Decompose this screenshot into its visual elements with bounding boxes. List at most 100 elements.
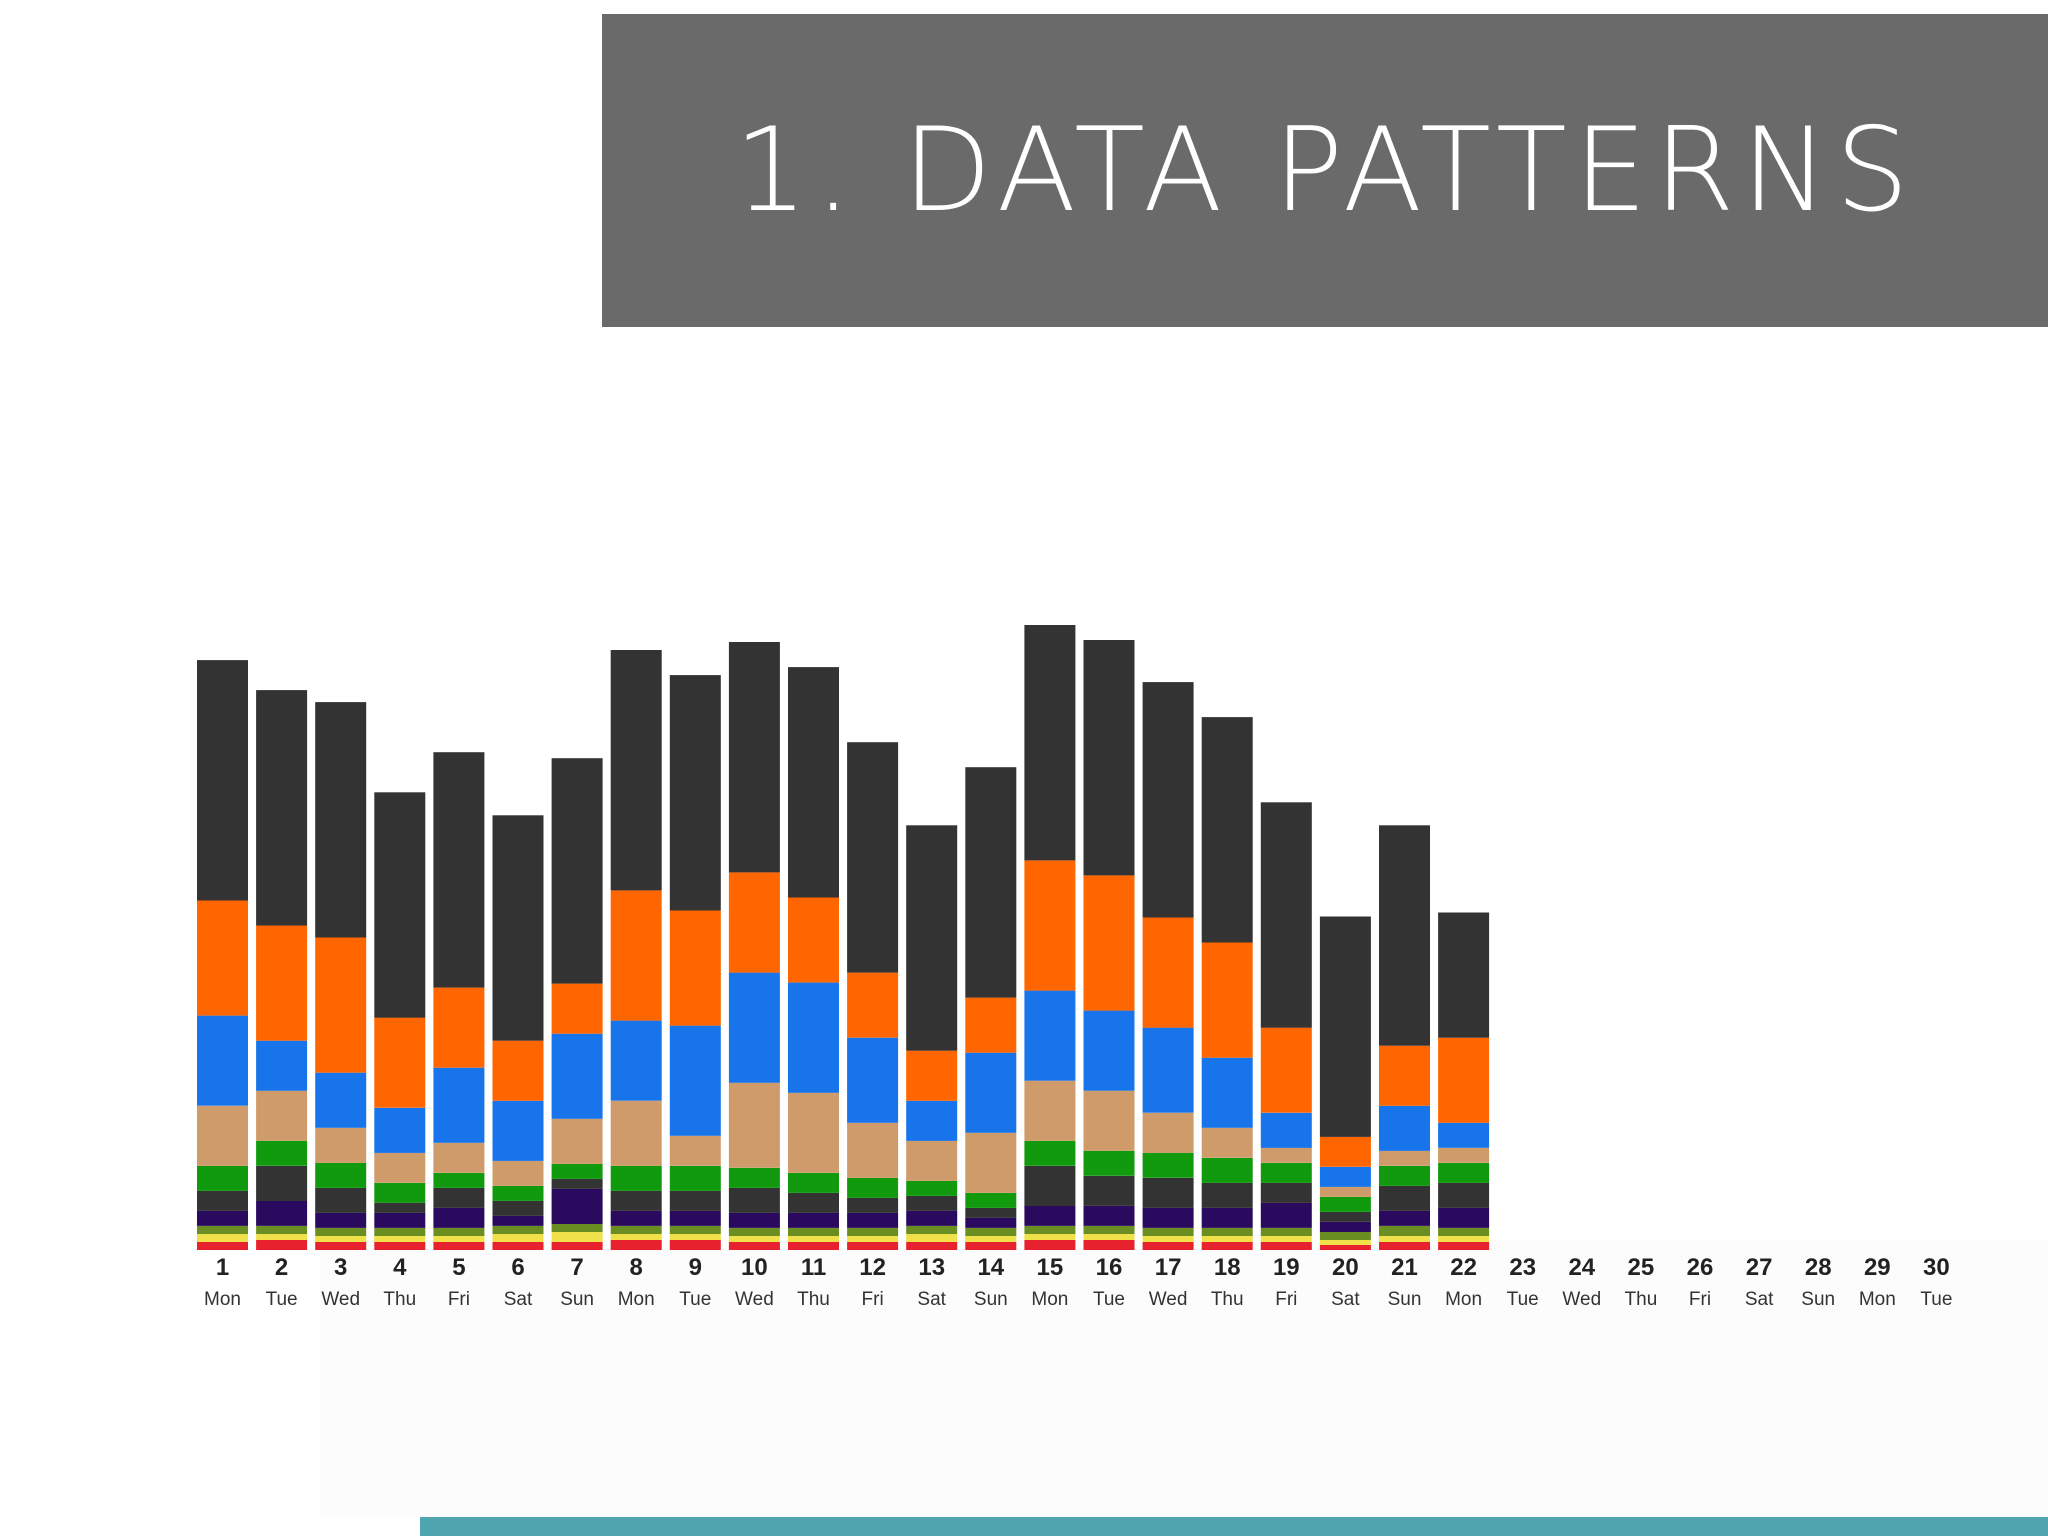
bar-segment-day-4-s8 <box>374 1017 426 1108</box>
bar-segment-day-7-s0 <box>551 1242 603 1250</box>
bar-segment-day-18-s2 <box>1201 1228 1253 1236</box>
tick-label-day-3: 3 <box>334 1254 347 1281</box>
tick-label-weekday-10: Wed <box>735 1289 774 1310</box>
tick-label-day-30: 30 <box>1923 1254 1950 1281</box>
bar-segment-day-18-s4 <box>1201 1182 1253 1208</box>
tick-label-weekday-17: Wed <box>1149 1289 1188 1310</box>
bar-segment-day-14-s0 <box>965 1242 1017 1250</box>
tick-label-day-9: 9 <box>689 1254 702 1281</box>
bar-segment-day-5-s2 <box>433 1228 485 1236</box>
bar-segment-day-17-s1 <box>1142 1236 1194 1242</box>
bar-segment-day-7-s4 <box>551 1178 603 1189</box>
bar-segment-day-13-s0 <box>906 1242 958 1250</box>
bar-segment-day-19-s4 <box>1260 1182 1312 1203</box>
bar-segment-day-13-s3 <box>906 1210 958 1226</box>
tick-label-weekday-9: Tue <box>679 1289 711 1310</box>
bar-segment-day-3-s5 <box>315 1162 367 1188</box>
bars-group <box>197 625 1490 1250</box>
bar-segment-day-17-s4 <box>1142 1177 1194 1208</box>
bar-segment-day-18-s8 <box>1201 942 1253 1058</box>
bar-segment-day-11-s3 <box>788 1212 839 1228</box>
bar-segment-day-13-s9 <box>906 825 958 1051</box>
bar-segment-day-2-s2 <box>256 1226 308 1234</box>
bar-segment-day-8-s1 <box>610 1234 662 1240</box>
x-axis-labels: 1 Mon 2 Tue 3 Wed 4 Thu 5 Fri 6 Sat 7 Sun 8 Mon 9 Tue 10 We… <box>204 1254 1952 1310</box>
bar-segment-day-1-s8 <box>197 900 248 1016</box>
bar-segment-day-16-s3 <box>1083 1205 1135 1226</box>
bar-segment-day-12-s4 <box>847 1197 899 1213</box>
tick-label-weekday-4: Thu <box>383 1289 416 1310</box>
bar-segment-day-10-s3 <box>728 1212 780 1228</box>
tick-label-weekday-12: Fri <box>862 1289 884 1310</box>
bar-segment-day-7-s2 <box>551 1224 603 1232</box>
bar-segment-day-5-s7 <box>433 1067 485 1143</box>
bar-segment-day-2-s6 <box>256 1090 308 1141</box>
bar-segment-day-1-s4 <box>197 1190 248 1211</box>
bar-segment-day-17-s3 <box>1142 1207 1194 1228</box>
bar-segment-day-19-s7 <box>1260 1112 1312 1148</box>
bar-segment-day-3-s4 <box>315 1187 367 1213</box>
bar-segment-day-22-s5 <box>1438 1162 1490 1183</box>
bar-segment-day-22-s0 <box>1438 1242 1490 1250</box>
bar-segment-day-10-s9 <box>728 642 780 873</box>
bar-segment-day-2-s3 <box>256 1200 308 1226</box>
bar-segment-day-17-s9 <box>1142 682 1194 918</box>
bar-segment-day-5-s3 <box>433 1207 485 1228</box>
bar-segment-day-16-s7 <box>1083 1010 1135 1091</box>
title-banner: 1. DATA PATTERNS <box>602 14 2048 327</box>
bar-segment-day-13-s4 <box>906 1195 958 1211</box>
tick-label-weekday-16: Tue <box>1093 1289 1125 1310</box>
bar-segment-day-18-s3 <box>1201 1207 1253 1228</box>
tick-label-day-17: 17 <box>1155 1254 1182 1281</box>
tick-label-day-2: 2 <box>275 1254 288 1281</box>
bar-segment-day-2-s4 <box>256 1165 308 1201</box>
bar-segment-day-12-s0 <box>847 1242 899 1250</box>
bar-segment-day-4-s6 <box>374 1152 426 1183</box>
tick-label-weekday-15: Mon <box>1031 1289 1068 1310</box>
tick-label-day-21: 21 <box>1391 1254 1418 1281</box>
bar-segment-day-8-s3 <box>610 1210 662 1226</box>
bar-segment-day-10-s7 <box>728 972 780 1083</box>
bar-segment-day-17-s6 <box>1142 1112 1194 1153</box>
bar-segment-day-22-s4 <box>1438 1182 1490 1208</box>
bar-segment-day-3-s9 <box>315 702 367 938</box>
bar-segment-day-4-s4 <box>374 1202 426 1213</box>
tick-label-weekday-24: Wed <box>1562 1289 1601 1310</box>
bar-segment-day-8-s6 <box>610 1100 662 1166</box>
bar-segment-day-22-s8 <box>1438 1037 1490 1123</box>
bar-segment-day-22-s1 <box>1438 1236 1490 1242</box>
bar-segment-day-21-s6 <box>1379 1150 1430 1166</box>
bar-segment-day-20-s2 <box>1319 1232 1371 1240</box>
bar-segment-day-8-s2 <box>610 1226 662 1234</box>
bar-segment-day-6-s1 <box>492 1234 544 1242</box>
bar-segment-day-12-s9 <box>847 742 899 973</box>
bar-segment-day-3-s8 <box>315 937 367 1073</box>
tick-label-day-15: 15 <box>1037 1254 1064 1281</box>
bar-segment-day-16-s2 <box>1083 1226 1135 1234</box>
bar-segment-day-9-s4 <box>669 1190 721 1211</box>
bar-segment-day-6-s7 <box>492 1100 544 1161</box>
bar-segment-day-7-s6 <box>551 1118 603 1164</box>
tick-label-day-7: 7 <box>570 1254 583 1281</box>
bar-segment-day-1-s9 <box>197 660 248 901</box>
bar-segment-day-10-s4 <box>728 1187 780 1213</box>
bar-segment-day-12-s3 <box>847 1212 899 1228</box>
bar-segment-day-20-s7 <box>1319 1166 1371 1187</box>
bar-segment-day-5-s5 <box>433 1172 485 1188</box>
bar-segment-day-1-s2 <box>197 1226 248 1234</box>
tick-label-weekday-23: Tue <box>1507 1289 1539 1310</box>
bar-segment-day-19-s0 <box>1260 1242 1312 1250</box>
bar-segment-day-11-s2 <box>788 1228 839 1236</box>
tick-label-day-18: 18 <box>1214 1254 1241 1281</box>
tick-label-weekday-19: Fri <box>1275 1289 1297 1310</box>
bar-segment-day-13-s8 <box>906 1050 958 1101</box>
tick-label-weekday-8: Mon <box>618 1289 655 1310</box>
bar-segment-day-2-s7 <box>256 1040 308 1091</box>
bar-segment-day-2-s8 <box>256 925 308 1041</box>
bar-segment-day-2-s5 <box>256 1140 308 1166</box>
bar-segment-day-21-s2 <box>1379 1226 1430 1236</box>
bar-segment-day-14-s2 <box>965 1228 1017 1236</box>
bar-segment-day-9-s2 <box>669 1226 721 1234</box>
bar-segment-day-11-s7 <box>788 982 839 1093</box>
bar-segment-day-18-s9 <box>1201 717 1253 943</box>
